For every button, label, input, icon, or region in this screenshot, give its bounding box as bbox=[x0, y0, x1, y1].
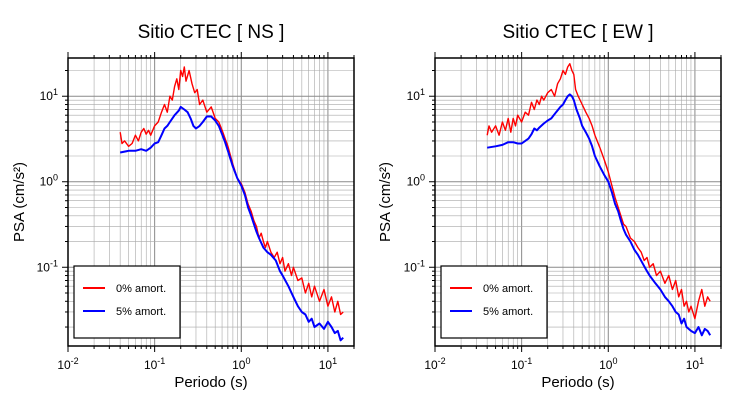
y-tick-label: 100 bbox=[40, 173, 58, 189]
legend-box-ns bbox=[73, 265, 181, 339]
legend-label-0pct-ns: 0% amort. bbox=[116, 283, 166, 295]
x-tick-label: 100 bbox=[599, 356, 617, 372]
series-line-0pct bbox=[486, 63, 711, 320]
series-line-0pct bbox=[119, 66, 344, 316]
x-tick-label: 10-1 bbox=[511, 356, 532, 372]
plot-frame-ns bbox=[67, 57, 355, 347]
x-tick-label: 10-1 bbox=[144, 356, 165, 372]
x-tick-label: 10-2 bbox=[424, 356, 445, 372]
series-lines-ew bbox=[486, 63, 712, 337]
y-tick-label: 101 bbox=[40, 87, 58, 103]
series-lines-ns bbox=[119, 66, 344, 342]
x-tick-label: 101 bbox=[686, 356, 704, 372]
ticks-ew: 10-2 10-1 100 101 10-1 100 101 bbox=[404, 52, 722, 372]
chart-title-ew: Sitio CTEC [ EW ] bbox=[503, 22, 654, 43]
y-tick-label: 10-1 bbox=[404, 258, 425, 274]
y-tick-label: 101 bbox=[407, 87, 425, 103]
legend-label-0pct-ew: 0% amort. bbox=[483, 283, 533, 295]
legend-label-5pct-ns: 5% amort. bbox=[116, 306, 166, 318]
chart-title-ns: Sitio CTEC [ NS ] bbox=[138, 22, 285, 43]
x-tick-label: 100 bbox=[232, 356, 250, 372]
panel-ew: Sitio CTEC [ EW ] 10-2 10-1 100 10110-11001… bbox=[377, 22, 722, 391]
legend-box-ew bbox=[440, 265, 548, 339]
series-line-5pct bbox=[487, 93, 712, 337]
legend-label-5pct-ew: 5% amort. bbox=[483, 306, 533, 318]
legend-ew: 0% amort. 5% amort. bbox=[440, 265, 548, 339]
ticks-ns: 10-2 10-1 100 101 10-1 100 101 bbox=[37, 52, 355, 372]
plot-frame-ew bbox=[434, 57, 722, 347]
legend-ns: 0% amort. 5% amort. bbox=[73, 265, 181, 339]
panel-ns: Sitio CTEC [ NS ] 10-2 10-1 100 10110-11001… bbox=[11, 22, 355, 391]
x-tick-label: 101 bbox=[319, 356, 337, 372]
x-tick-label: 10-2 bbox=[57, 356, 78, 372]
grid-ns bbox=[67, 58, 355, 346]
x-axis-label-ew: Periodo (s) bbox=[541, 374, 614, 391]
x-axis-label-ns: Periodo (s) bbox=[174, 374, 247, 391]
y-axis-label-ns: PSA (cm/s²) bbox=[11, 162, 28, 242]
y-tick-label: 10-1 bbox=[37, 258, 58, 274]
series-line-5pct bbox=[120, 105, 344, 342]
y-axis-label-ew: PSA (cm/s²) bbox=[377, 162, 394, 242]
y-tick-label: 100 bbox=[407, 173, 425, 189]
